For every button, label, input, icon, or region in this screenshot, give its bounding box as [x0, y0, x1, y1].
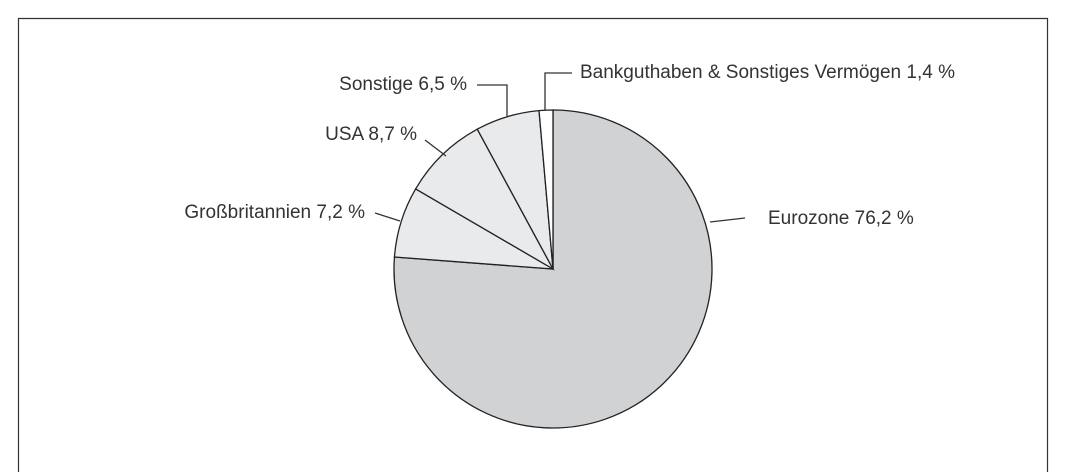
value-label: 76,2 %	[855, 208, 914, 229]
category-label: USA	[325, 124, 364, 145]
leader-line	[544, 72, 572, 111]
value-label: 1,4 %	[906, 62, 955, 83]
frame	[17, 17, 1049, 472]
slice-label: Sonstige 6,5 %	[339, 74, 467, 95]
pie-slice	[538, 109, 554, 270]
leader-line	[477, 84, 508, 116]
leader-line	[374, 212, 401, 222]
slice-label: USA 8,7 %	[325, 124, 417, 145]
slice-label: Großbritannien 7,2 %	[184, 202, 365, 223]
category-label: Bankguthaben & Sonstiges Vermögen	[580, 62, 901, 83]
slice-label: Bankguthaben & Sonstiges Vermögen 1,4 %	[580, 62, 955, 83]
pie-slice	[414, 128, 555, 271]
value-label: 6,5 %	[418, 74, 467, 95]
category-label: Eurozone	[768, 208, 849, 229]
leader-line	[424, 139, 447, 157]
category-label: Großbritannien	[184, 202, 311, 223]
leader-line	[709, 217, 746, 223]
slice-label: Eurozone 76,2 %	[768, 208, 914, 229]
value-label: 7,2 %	[316, 202, 365, 223]
category-label: Sonstige	[339, 74, 413, 95]
value-label: 8,7 %	[368, 124, 417, 145]
